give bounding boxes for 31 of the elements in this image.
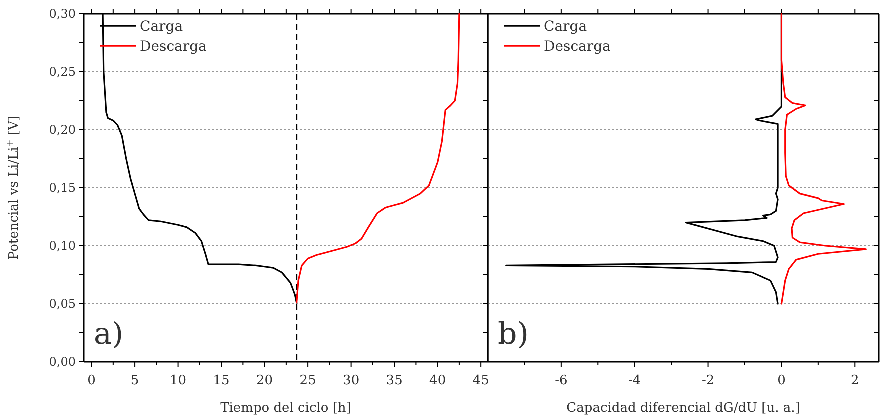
- legend-label: Carga: [544, 19, 588, 35]
- annotation: a): [94, 317, 124, 352]
- y-tick-label: 0,15: [49, 180, 76, 195]
- x-tick-label: 45: [472, 373, 490, 388]
- x-tick-label: -2: [702, 373, 715, 388]
- x-tick-label: 15: [213, 373, 230, 388]
- x-axis-title: Tiempo del ciclo [h]: [220, 401, 352, 416]
- y-tick-label: 0,05: [49, 296, 76, 311]
- x-tick-label: 35: [386, 373, 403, 388]
- x-tick-label: -6: [555, 373, 568, 388]
- x-tick-label: 40: [430, 373, 446, 388]
- x-tick-label: -4: [628, 373, 642, 388]
- x-tick-label: 20: [256, 373, 274, 388]
- x-tick-label: 2: [850, 373, 860, 388]
- annotation: b): [498, 317, 529, 352]
- legend-label: Descarga: [140, 39, 207, 55]
- x-tick-label: 5: [130, 373, 140, 388]
- x-tick-label: 30: [343, 373, 360, 388]
- y-tick-label: 0,10: [49, 238, 76, 253]
- x-tick-label: 25: [300, 373, 316, 388]
- y-tick-label: 0,20: [49, 122, 76, 137]
- x-tick-label: 0: [778, 373, 786, 388]
- y-tick-label: 0,30: [49, 6, 76, 21]
- y-tick-label: 0,00: [49, 354, 76, 369]
- legend-label: Carga: [140, 19, 184, 35]
- x-tick-label: 0: [88, 373, 96, 388]
- x-tick-label: 10: [170, 373, 187, 388]
- line-series: [296, 13, 460, 304]
- x-axis-title: Capacidad diferencial dG/dU [u. a.]: [566, 401, 800, 416]
- y-tick-label: 0,25: [49, 64, 76, 79]
- legend-label: Descarga: [544, 39, 611, 55]
